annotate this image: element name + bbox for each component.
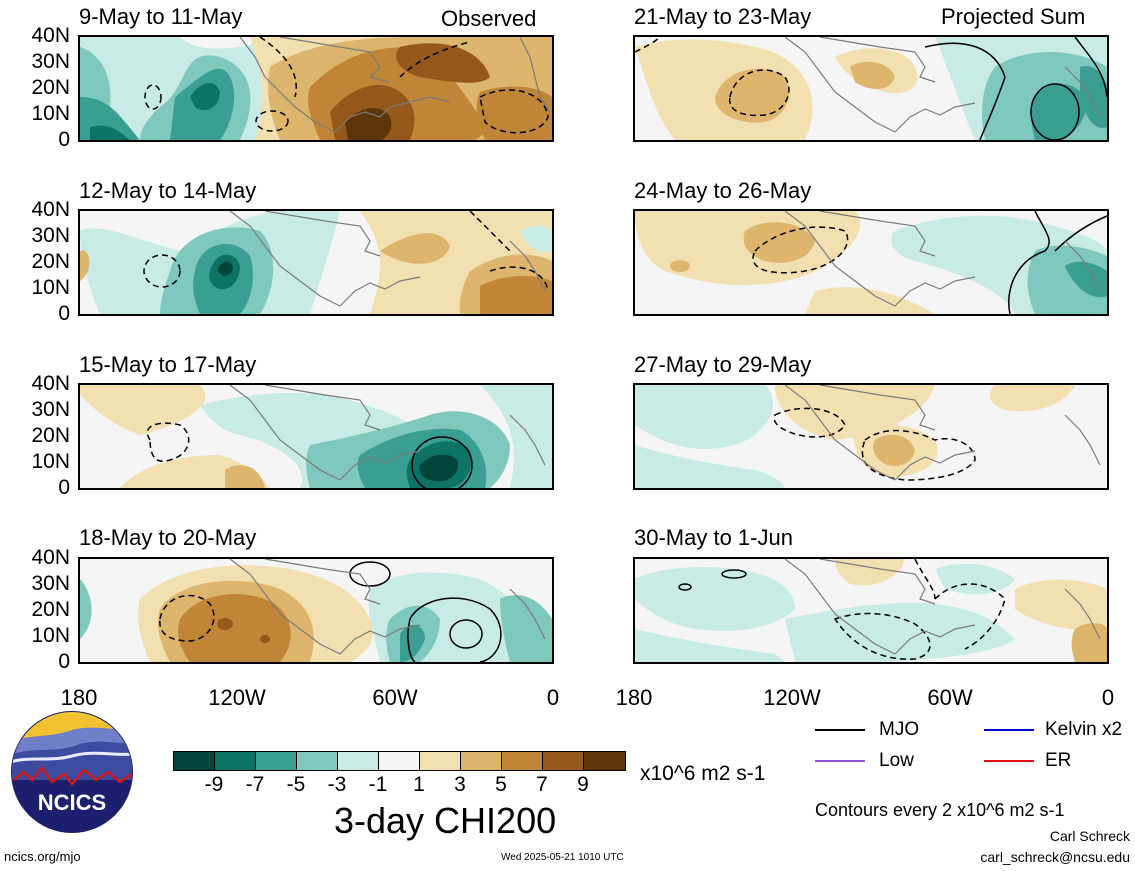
map-panel-30may xyxy=(633,557,1109,664)
colorbar-units: x10^6 m2 s-1 xyxy=(640,762,766,785)
lat-label: 20N xyxy=(31,598,70,621)
map-panel-18may xyxy=(78,557,554,664)
lon-label: 180 xyxy=(615,685,653,710)
lon-label: 60W xyxy=(927,685,973,710)
colorbar-tick: -1 xyxy=(368,773,388,796)
colorbar-tick: -9 xyxy=(204,773,224,796)
colorbar-tick: 1 xyxy=(413,773,425,796)
timestamp: Wed 2025-05-21 1010 UTC xyxy=(501,852,624,863)
lat-label: 40N xyxy=(31,24,70,47)
author-email: carl_schreck@ncsu.edu xyxy=(980,849,1130,865)
colorbar-swatch xyxy=(174,752,215,770)
site-url: ncics.org/mjo xyxy=(4,849,81,864)
colorbar-tick: 7 xyxy=(536,773,548,796)
logo-text: NCICS xyxy=(38,790,106,815)
legend-line-er xyxy=(984,760,1034,762)
panel-title: 24-May to 26-May xyxy=(634,178,812,203)
colorbar-tick: -3 xyxy=(327,773,347,796)
colorbar-tick: 9 xyxy=(577,773,589,796)
panel-title: 27-May to 29-May xyxy=(634,352,812,377)
lat-label: 10N xyxy=(31,276,70,299)
lat-label: 20N xyxy=(31,250,70,273)
contour-note: Contours every 2 x10^6 m2 s-1 xyxy=(815,800,1065,820)
colorbar-tick: -5 xyxy=(286,773,306,796)
panel-title: 9-May to 11-May xyxy=(79,4,243,29)
lat-label: 0 xyxy=(58,128,70,151)
lat-label: 30N xyxy=(31,50,70,73)
colorbar-swatch xyxy=(420,752,461,770)
lon-label: 120W xyxy=(208,685,266,710)
panel-title: 18-May to 20-May xyxy=(79,525,257,550)
legend-label-mjo: MJO xyxy=(879,719,920,740)
colorbar-swatch xyxy=(461,752,502,770)
ncics-logo: NCICS xyxy=(10,710,134,834)
map-panel-15may xyxy=(78,383,554,490)
colorbar xyxy=(173,751,626,771)
lon-label: 60W xyxy=(372,685,418,710)
map-panel-9may xyxy=(78,35,554,142)
colorbar-swatch xyxy=(543,752,584,770)
lat-label: 0 xyxy=(58,302,70,325)
colorbar-tick: 5 xyxy=(495,773,507,796)
observed-label: Observed xyxy=(441,6,537,31)
colorbar-swatch xyxy=(338,752,379,770)
map-panel-27may xyxy=(633,383,1109,490)
lon-label: 0 xyxy=(1101,685,1115,710)
panel-title: 15-May to 17-May xyxy=(79,352,257,377)
lat-label: 40N xyxy=(31,198,70,221)
legend-label-low: Low xyxy=(879,750,914,771)
lon-label: 180 xyxy=(60,685,98,710)
colorbar-tick: 3 xyxy=(454,773,466,796)
lat-label: 0 xyxy=(58,476,70,499)
map-panel-12may xyxy=(78,209,554,316)
lat-label: 0 xyxy=(58,650,70,673)
legend-line-mjo xyxy=(815,729,865,731)
legend-line-low xyxy=(815,760,865,762)
projected-label: Projected Sum xyxy=(941,4,1086,29)
lat-label: 10N xyxy=(31,450,70,473)
colorbar-swatch xyxy=(256,752,297,770)
author-name: Carl Schreck xyxy=(1049,828,1130,844)
colorbar-swatch xyxy=(215,752,256,770)
lat-label: 40N xyxy=(31,546,70,569)
lat-label: 10N xyxy=(31,624,70,647)
lat-label: 30N xyxy=(31,572,70,595)
lat-label: 30N xyxy=(31,398,70,421)
colorbar-swatch xyxy=(584,752,625,770)
colorbar-tick: -7 xyxy=(245,773,265,796)
lat-label: 20N xyxy=(31,424,70,447)
lon-label: 120W xyxy=(763,685,821,710)
map-panel-21may xyxy=(633,35,1109,142)
lat-label: 20N xyxy=(31,76,70,99)
lat-label: 10N xyxy=(31,102,70,125)
panel-title: 30-May to 1-Jun xyxy=(634,525,793,550)
colorbar-swatch xyxy=(502,752,543,770)
lat-label: 30N xyxy=(31,224,70,247)
colorbar-swatch xyxy=(297,752,338,770)
legend-line-kelvin xyxy=(984,729,1034,731)
panel-title: 21-May to 23-May xyxy=(634,4,812,29)
map-panel-24may xyxy=(633,209,1109,316)
legend-label-er: ER xyxy=(1045,750,1072,771)
lon-label: 0 xyxy=(546,685,560,710)
panel-title: 12-May to 14-May xyxy=(79,178,257,203)
figure-title: 3-day CHI200 xyxy=(334,800,557,841)
lat-label: 40N xyxy=(31,372,70,395)
legend-label-kelvin: Kelvin x2 xyxy=(1045,719,1123,740)
colorbar-swatch xyxy=(379,752,420,770)
